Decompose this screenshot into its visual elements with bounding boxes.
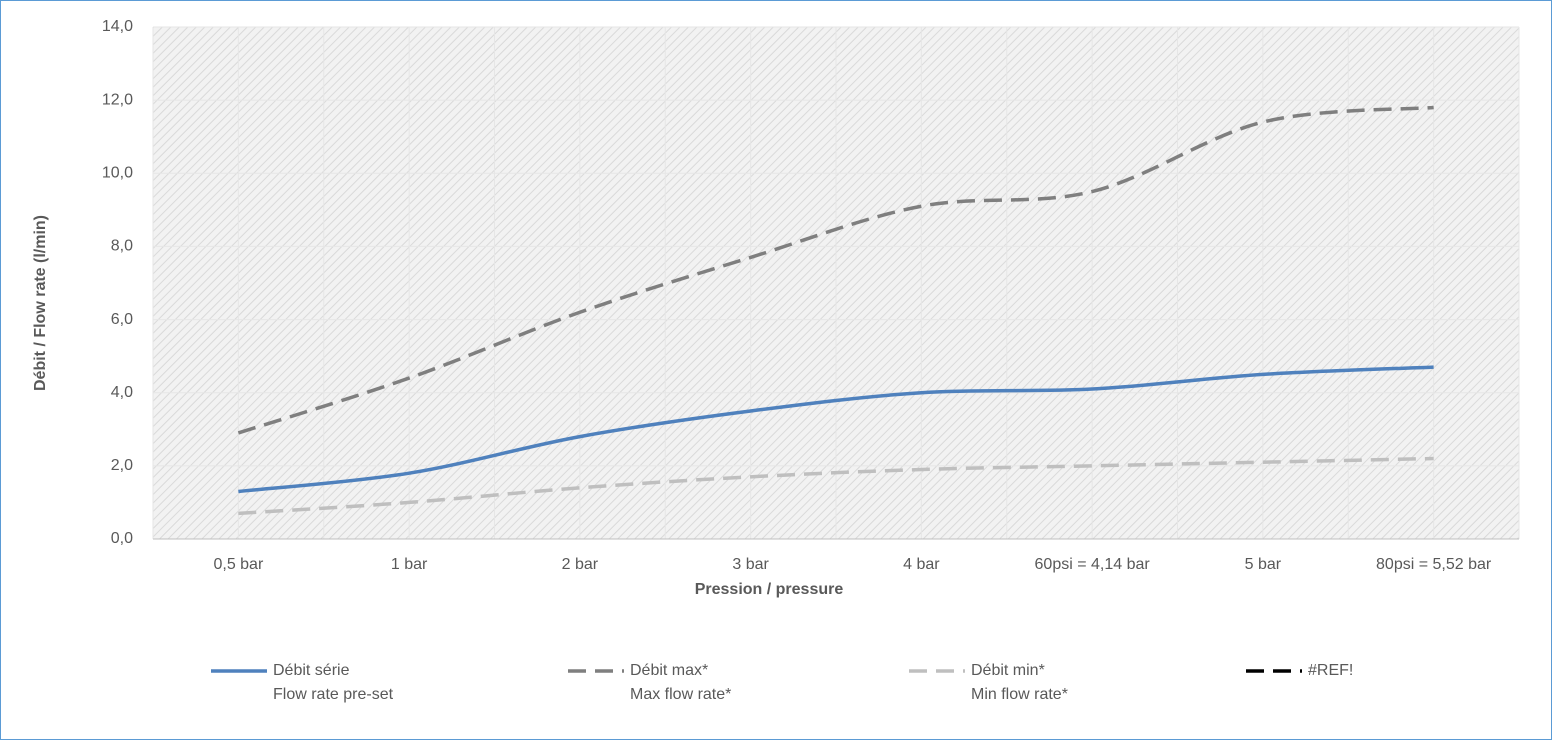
- y-tick-label: 4,0: [111, 384, 133, 401]
- series-line: [238, 365, 1434, 494]
- legend-label: Débit série Flow rate pre-set: [273, 662, 394, 703]
- y-tick-label: 6,0: [111, 311, 133, 328]
- series-line: [238, 456, 1434, 516]
- x-axis-label: Pression / pressure: [695, 581, 844, 598]
- y-tick-label: 0,0: [111, 530, 133, 547]
- legend-label: Débit min* Min flow rate*: [971, 662, 1068, 703]
- y-axis-label: Débit / Flow rate (l/min): [32, 215, 49, 391]
- y-tick-label: 14,0: [102, 18, 133, 35]
- x-tick-label: 2 bar: [562, 556, 599, 573]
- y-tick-label: 10,0: [102, 165, 133, 182]
- series-line: [237, 105, 1434, 435]
- y-tick-label: 2,0: [111, 457, 133, 474]
- x-tick-label: 3 bar: [732, 556, 769, 573]
- x-tick-label: 1 bar: [391, 556, 428, 573]
- y-tick-label: 8,0: [111, 238, 133, 255]
- x-tick-label: 5 bar: [1245, 556, 1282, 573]
- legend-label: #REF!: [1308, 662, 1354, 679]
- legend-label: Débit max* Max flow rate*: [630, 662, 732, 703]
- y-tick-label: 12,0: [102, 91, 133, 108]
- x-tick-label: 80psi = 5,52 bar: [1376, 556, 1492, 573]
- x-tick-label: 0,5 bar: [213, 556, 263, 573]
- x-tick-label: 4 bar: [903, 556, 940, 573]
- x-tick-label: 60psi = 4,14 bar: [1035, 556, 1151, 573]
